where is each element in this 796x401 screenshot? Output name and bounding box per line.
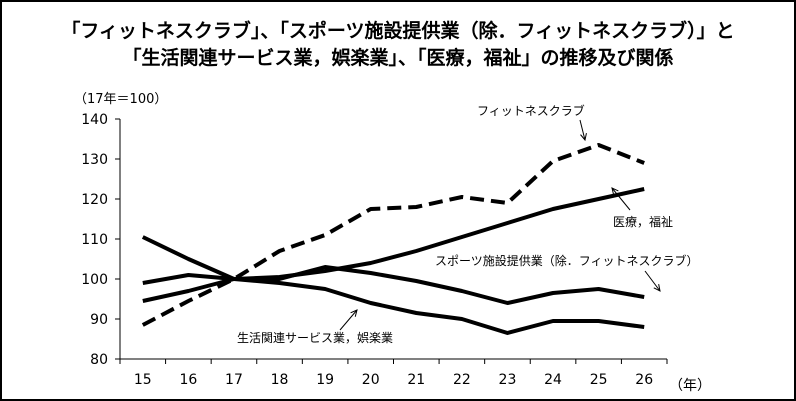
leader-arrow-sports-facilities — [653, 284, 661, 292]
x-tick-label: 17 — [225, 372, 243, 388]
x-tick-label: 22 — [453, 372, 471, 388]
y-tick-label: 90 — [90, 312, 108, 328]
x-tick-label: 21 — [407, 372, 425, 388]
y-tick-label: 100 — [81, 272, 108, 288]
x-tick-label: 24 — [544, 372, 562, 388]
leader-arrow-living-services — [350, 309, 358, 317]
series-label-medical-welfare: 医療，福祉 — [613, 214, 673, 229]
x-tick-label: 15 — [134, 372, 152, 388]
leader-line-medical-welfare — [611, 187, 631, 211]
series-line-medical-welfare — [142, 187, 645, 303]
x-tick-label: 26 — [635, 372, 653, 388]
x-tick-label: 18 — [271, 372, 289, 388]
x-tick-label: 16 — [179, 372, 197, 388]
leader-line-fitness-club — [579, 119, 586, 141]
x-axis-unit: （年） — [669, 378, 711, 394]
x-tick-label: 23 — [499, 372, 517, 388]
series-label-sports-facilities: スポーツ施設提供業（除．フィットネスクラブ） — [435, 253, 699, 268]
leader-arrow-medical-welfare — [611, 187, 619, 195]
y-tick-label: 130 — [81, 152, 108, 168]
series-line-living-services — [141, 235, 645, 335]
chart-title-line-1: 「フィットネスクラブ」、「スポーツ施設提供業（除．フィットネスクラブ）」と — [61, 20, 735, 42]
axes: 80 90 100 110 120 130 140 15 16 17 18 19 20 21 22 23 24 2… — [74, 92, 711, 394]
y-tick-label: 120 — [81, 192, 108, 208]
x-tick-label: 25 — [590, 372, 608, 388]
y-tick-label: 140 — [81, 112, 108, 128]
x-tick-label: 20 — [362, 372, 380, 388]
leader-line-sports-facilities — [644, 270, 661, 292]
series-lines — [141, 143, 645, 335]
series-label-fitness-club: フィットネスクラブ — [477, 103, 585, 118]
y-axis-label: （17年＝100） — [74, 92, 167, 107]
y-tick-label: 110 — [81, 232, 108, 248]
leader-arrow-fitness-club — [580, 133, 587, 142]
x-tick-label: 19 — [316, 372, 334, 388]
series-label-living-services: 生活関連サービス業，娯楽業 — [237, 331, 393, 345]
leader-line-living-services — [339, 309, 358, 331]
y-tick-label: 80 — [90, 352, 108, 368]
chart-title-line-2: 「生活関連サービス業，娯楽業」、「医療，福祉」の推移及び関係 — [122, 47, 674, 69]
series-line-fitness-club — [141, 143, 645, 327]
series-line-sports-facilities — [142, 265, 645, 305]
